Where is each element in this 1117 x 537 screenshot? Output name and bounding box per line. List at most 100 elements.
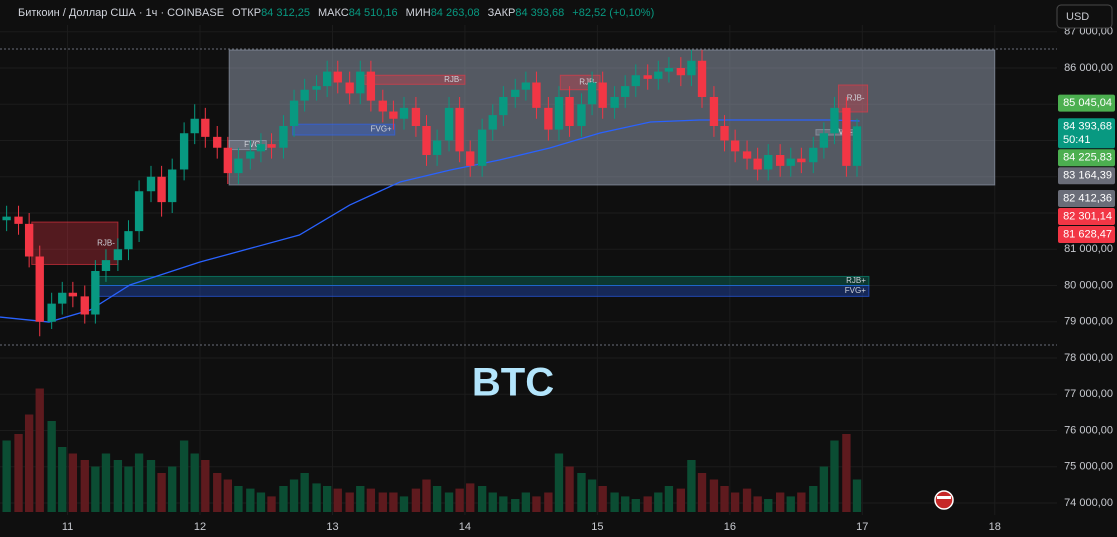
volume-bar: [720, 486, 729, 512]
candle-body: [687, 60, 696, 76]
volume-bar: [422, 479, 431, 512]
volume-bar: [80, 460, 89, 512]
volume-bar: [466, 483, 475, 512]
candle-body: [168, 169, 177, 203]
candle-body: [587, 82, 597, 105]
price-label: 85 045,04: [1063, 97, 1112, 109]
stat-label: ЗАКР: [488, 7, 516, 19]
zone-label: RJB-: [97, 238, 115, 247]
volume-bar: [35, 388, 44, 512]
volume-bar: [432, 486, 442, 512]
candle-body: [322, 71, 332, 87]
price-change: +82,52 (+0,10%): [572, 7, 654, 19]
volume-bar: [223, 479, 232, 512]
candle-body: [201, 118, 210, 137]
volume-bar: [554, 453, 564, 512]
stat-value: 84 393,68: [515, 7, 564, 19]
volume-bar: [14, 434, 23, 512]
volume-bar: [687, 460, 696, 512]
candle-body: [554, 96, 564, 130]
candle-body: [488, 115, 497, 130]
volume-bar: [312, 483, 321, 512]
candle-body: [289, 100, 299, 126]
candle-body: [809, 147, 818, 163]
zone-label: RJB-: [579, 78, 597, 87]
volume-bar: [201, 460, 210, 512]
x-tick-label: 12: [194, 521, 206, 533]
volume-bar: [279, 486, 288, 512]
flag-stripe: [937, 496, 951, 499]
y-tick-label: 78 000,00: [1064, 352, 1113, 364]
volume-bar: [764, 499, 773, 512]
price-label: 81 628,47: [1063, 228, 1112, 240]
volume-bar: [842, 434, 851, 512]
stat-value: 84 510,16: [349, 7, 398, 19]
currency-button[interactable]: [1056, 4, 1113, 29]
volume-bar: [146, 460, 156, 512]
volume-bar: [532, 496, 541, 512]
x-tick-label: 18: [989, 521, 1001, 533]
candle-body: [113, 249, 123, 261]
y-tick-label: 76 000,00: [1064, 424, 1113, 436]
volume-bar: [333, 488, 342, 512]
volume-bar: [775, 492, 785, 512]
volume-bar: [676, 488, 685, 512]
volume-bar: [113, 460, 123, 512]
currency[interactable]: USD: [1066, 11, 1089, 23]
x-tick-label: 16: [724, 521, 736, 533]
x-tick-label: 13: [326, 521, 338, 533]
candle-body: [797, 158, 806, 163]
volume-bar: [477, 486, 487, 512]
price-label-box: [1058, 208, 1115, 226]
candle-body: [345, 82, 354, 94]
volume-bar: [267, 496, 276, 512]
candle-body: [544, 107, 553, 130]
flag-icon[interactable]: [934, 490, 954, 510]
y-tick-label: 75 000,00: [1064, 461, 1113, 473]
candle-body: [577, 104, 586, 126]
x-tick-label: 17: [856, 521, 868, 533]
candle-body: [466, 151, 475, 166]
candle-body: [532, 82, 541, 108]
zone: [93, 275, 870, 286]
candle-body: [598, 82, 607, 108]
volume-bar: [598, 486, 607, 512]
volume-bar: [697, 473, 707, 512]
candle-body: [24, 223, 34, 257]
candle-body: [68, 292, 78, 297]
zone: [93, 284, 870, 297]
zone-label: RJB-: [444, 75, 462, 84]
price-label: 84 393,68: [1063, 121, 1112, 133]
candle-body: [58, 292, 67, 304]
candle-body: [819, 133, 829, 148]
volume-bar: [444, 492, 454, 512]
y-tick-label: 80 000,00: [1064, 279, 1113, 291]
volume-bar: [134, 453, 144, 512]
volume-bar: [587, 479, 597, 512]
volume-bar: [852, 479, 862, 512]
zone-label: FVG+: [371, 125, 392, 134]
candle-body: [80, 296, 89, 315]
candle-body: [444, 107, 454, 141]
candle-body: [499, 96, 508, 116]
volume-bar: [157, 473, 166, 512]
candle-body: [312, 86, 321, 90]
stat-label: МИН: [406, 7, 431, 19]
zone: [228, 139, 267, 151]
volume-bar: [511, 499, 520, 512]
candle-body: [654, 71, 663, 79]
volume-bar: [300, 473, 309, 512]
candle-body: [775, 154, 785, 166]
volume-bar: [643, 496, 652, 512]
volume-bar: [830, 440, 839, 512]
x-tick-label: 14: [459, 521, 471, 533]
volume-bar: [499, 496, 508, 512]
volume-bar: [190, 453, 199, 512]
candle-body: [511, 89, 520, 97]
volume-bar: [565, 466, 574, 512]
volume-bar: [289, 479, 299, 512]
volume-bar: [753, 496, 762, 512]
y-tick-label: 79 000,00: [1064, 316, 1113, 328]
